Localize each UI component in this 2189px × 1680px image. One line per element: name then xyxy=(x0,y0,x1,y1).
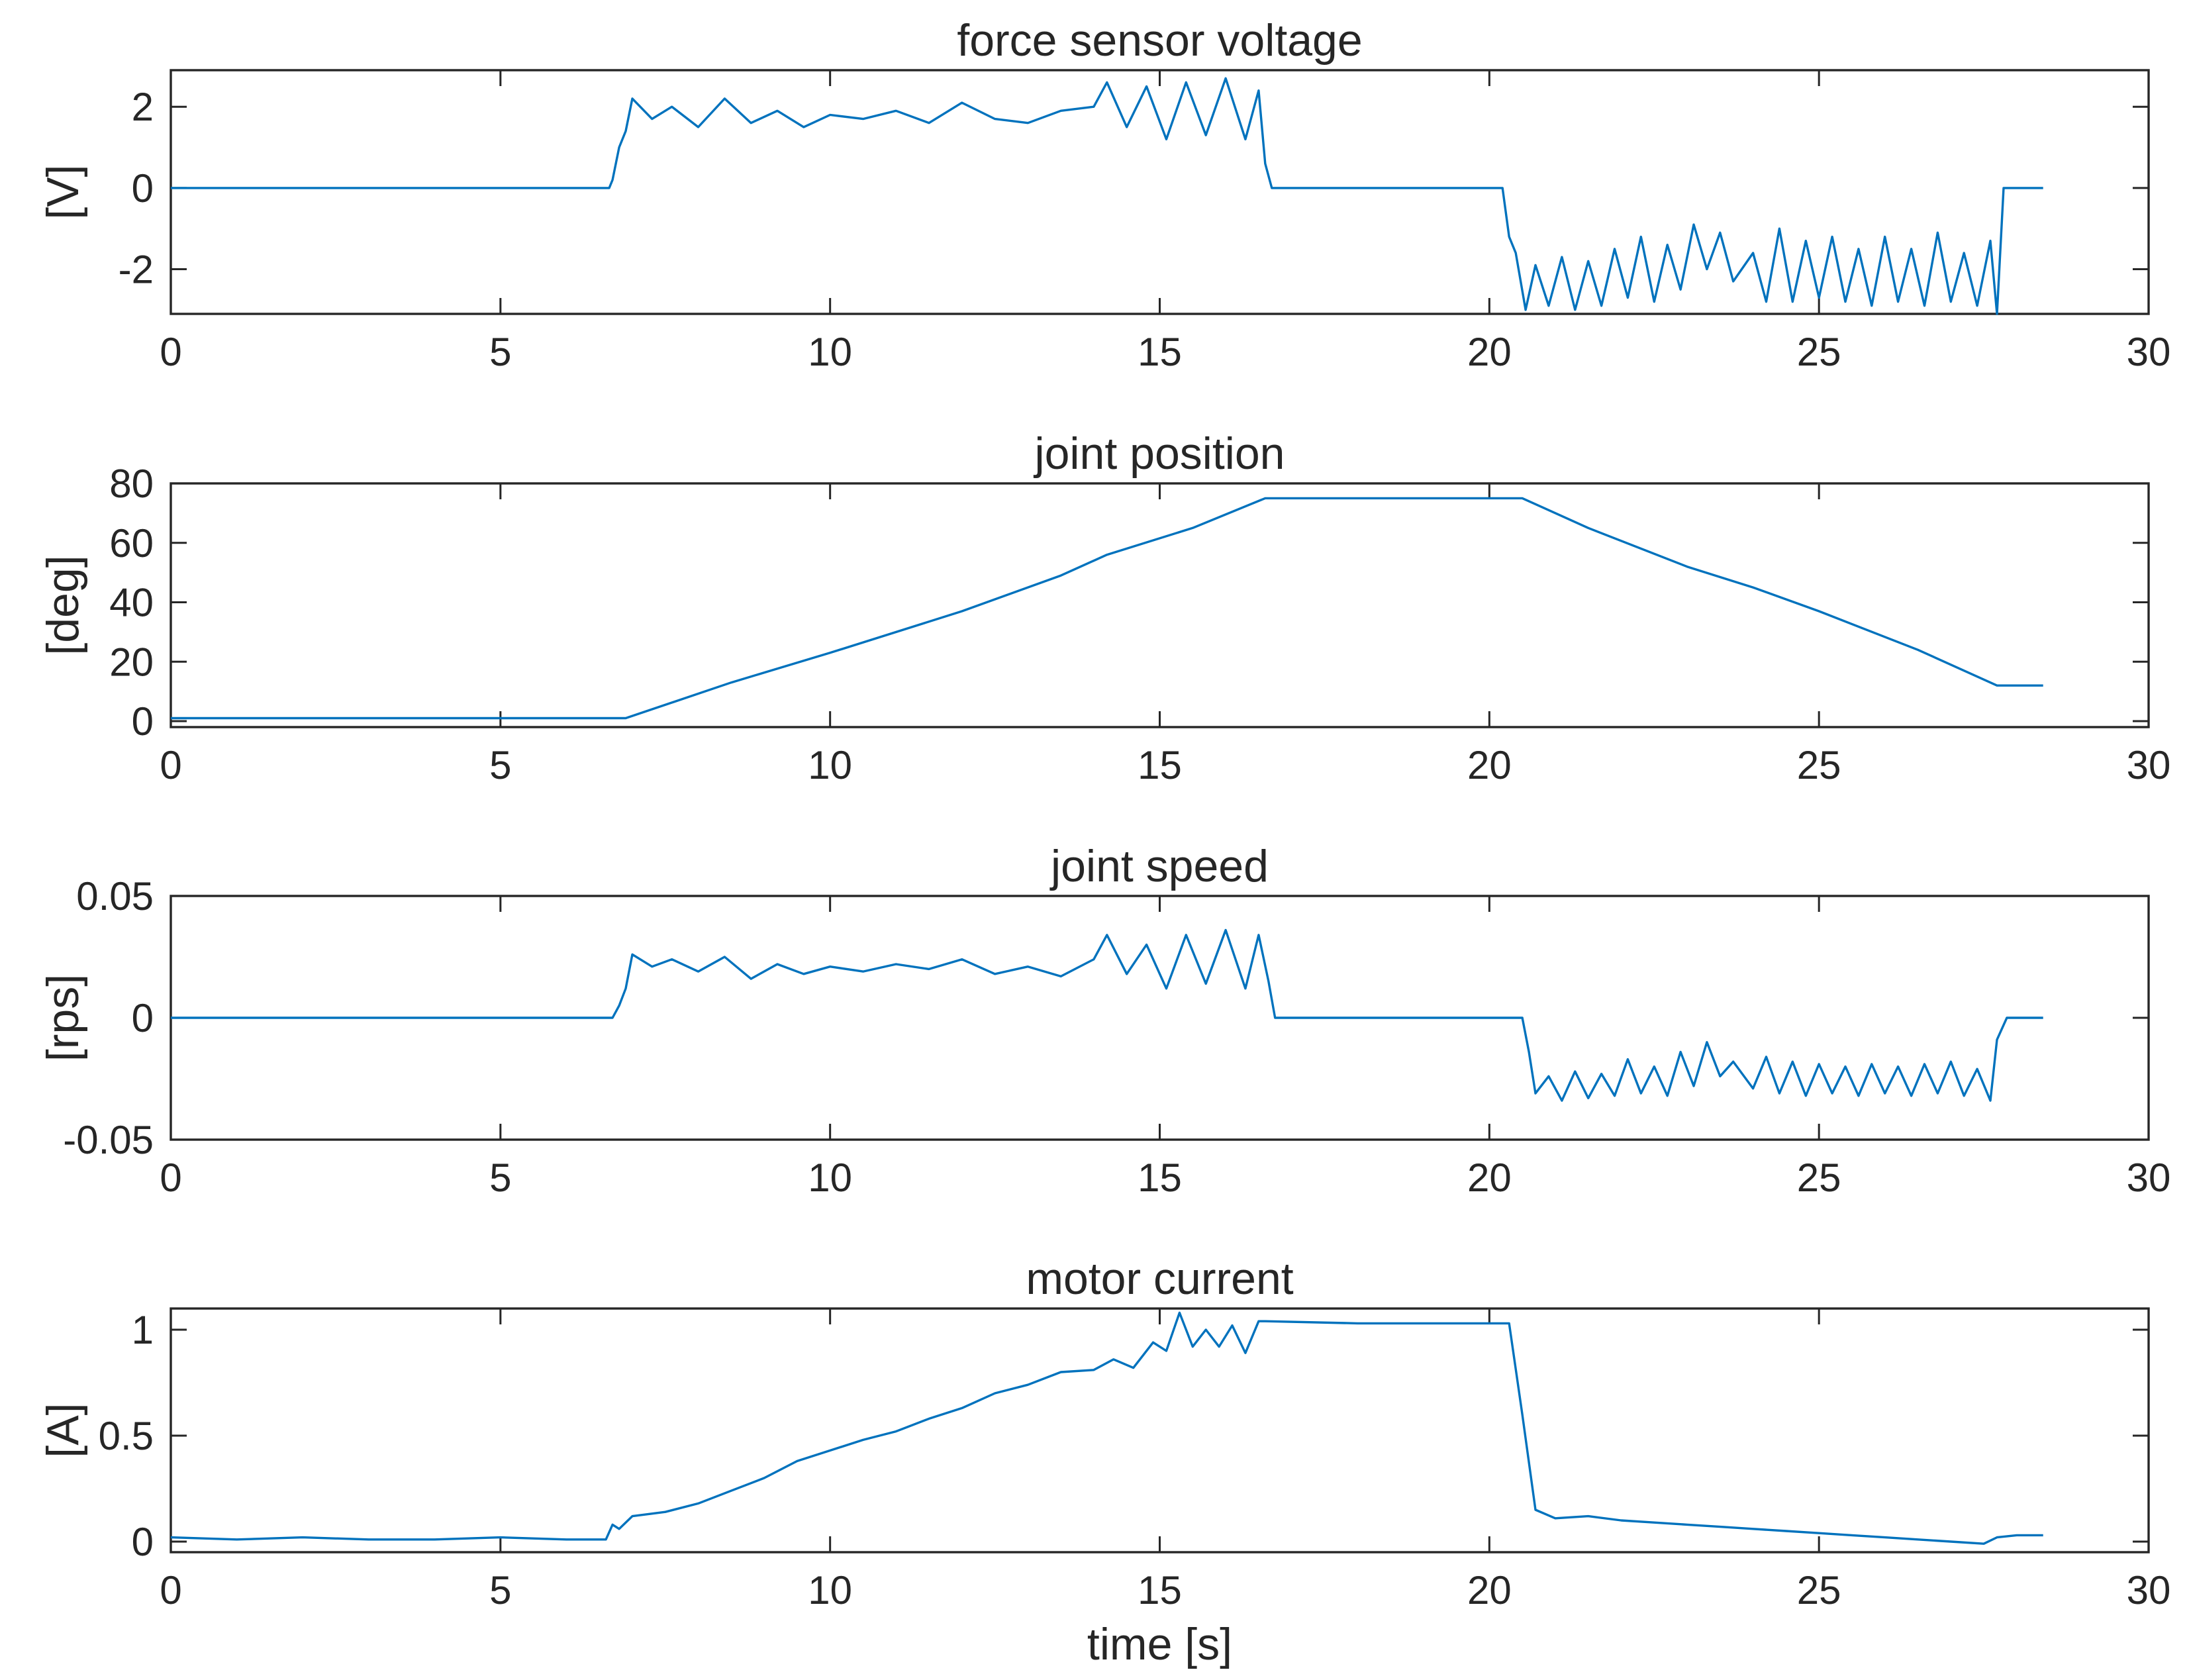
axes-frame xyxy=(170,69,2150,315)
subplot-title: force sensor voltage xyxy=(957,15,1362,66)
y-tick-label: 1 xyxy=(132,1308,154,1352)
subplot-4: 0 5 10 15 20 25 30 0 0.5 1 motor current [A] time [s… xyxy=(38,1254,2170,1669)
x-tick-label: 5 xyxy=(489,743,511,787)
x-tick-label: 25 xyxy=(1797,743,1841,787)
x-tick-label: 5 xyxy=(489,330,511,374)
x-tick-label: 20 xyxy=(1467,743,1512,787)
y-tick-label: 2 xyxy=(132,85,154,129)
axes-frame xyxy=(170,1307,2150,1554)
x-tick-label: 0 xyxy=(160,1568,181,1612)
y-tick-label: 60 xyxy=(109,521,154,566)
x-tick-label: 20 xyxy=(1467,1568,1512,1612)
y-tick-label: 20 xyxy=(109,640,154,684)
subplot-title: motor current xyxy=(1026,1254,1293,1304)
x-tick-label: 20 xyxy=(1467,330,1512,374)
y-tick-label: 40 xyxy=(109,581,154,625)
series-line xyxy=(171,928,2043,1102)
y-tick-label: -0.05 xyxy=(63,1118,154,1162)
x-tick-label: 10 xyxy=(808,330,852,374)
y-tick-label: 0 xyxy=(132,1520,154,1564)
x-tick-label: 30 xyxy=(2127,743,2171,787)
y-tick-label: 80 xyxy=(109,462,154,506)
series-line xyxy=(171,77,2043,315)
x-tick-label: 25 xyxy=(1797,1568,1841,1612)
x-tick-label: 30 xyxy=(2127,1568,2171,1612)
series-line xyxy=(171,497,2043,720)
x-tick-label: 5 xyxy=(489,1568,511,1612)
y-tick-label: 0.5 xyxy=(99,1414,154,1458)
x-tick-label: 5 xyxy=(489,1156,511,1200)
x-tick-label: 25 xyxy=(1797,1156,1841,1200)
x-tick-label: 0 xyxy=(160,743,181,787)
x-tick-label: 15 xyxy=(1138,1156,1182,1200)
x-tick-label: 15 xyxy=(1138,330,1182,374)
y-tick-label: 0 xyxy=(132,166,154,211)
y-tick-label: 0.05 xyxy=(76,874,154,918)
y-axis-label: [A] xyxy=(38,1403,88,1458)
y-axis-label: [deg] xyxy=(38,555,88,655)
series-line xyxy=(170,1311,2043,1545)
y-axis-label: [V] xyxy=(38,164,88,219)
x-tick-label: 10 xyxy=(808,1156,852,1200)
subplot-title: joint position xyxy=(1033,428,1285,479)
x-tick-label: 25 xyxy=(1797,330,1841,374)
y-tick-label: -2 xyxy=(119,248,154,292)
x-tick-label: 10 xyxy=(808,1568,852,1612)
x-tick-label: 20 xyxy=(1467,1156,1512,1200)
subplot-2: 0 5 10 15 20 25 30 0 20 40 60 80 joint position [deg] xyxy=(38,428,2170,787)
x-axis-label: time [s] xyxy=(1087,1619,1232,1669)
axes-frame xyxy=(170,482,2150,728)
x-tick-label: 0 xyxy=(160,330,181,374)
x-tick-label: 30 xyxy=(2127,330,2171,374)
x-tick-label: 15 xyxy=(1138,1568,1182,1612)
x-tick-label: 10 xyxy=(808,743,852,787)
x-tick-label: 30 xyxy=(2127,1156,2171,1200)
subplot-title: joint speed xyxy=(1049,841,1269,891)
y-tick-label: 0 xyxy=(132,699,154,744)
y-axis-label: [rps] xyxy=(38,974,88,1062)
y-tick-label: 0 xyxy=(132,996,154,1040)
x-tick-label: 15 xyxy=(1138,743,1182,787)
x-tick-label: 0 xyxy=(160,1156,181,1200)
